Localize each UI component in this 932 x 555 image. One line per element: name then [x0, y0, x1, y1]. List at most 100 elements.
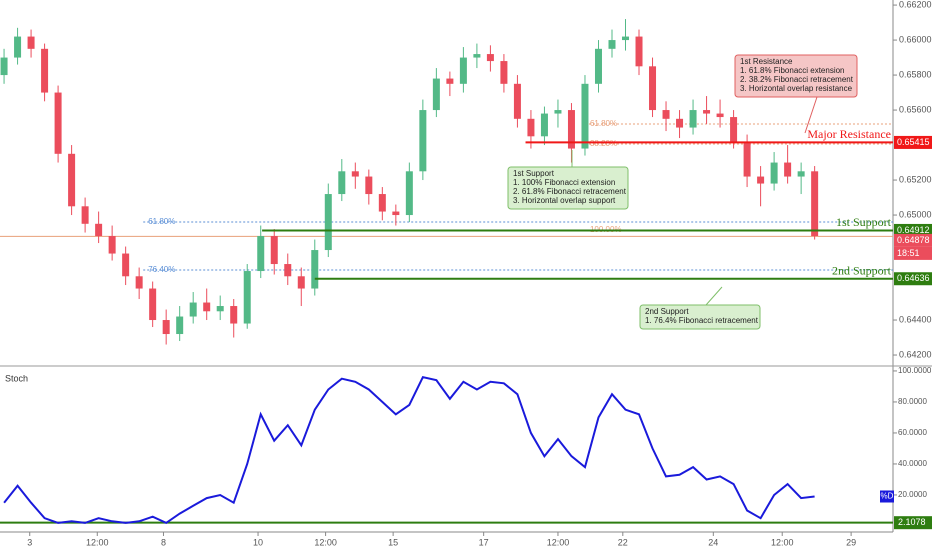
current-price-label: 0.64878 — [897, 235, 930, 245]
current-time-label: 18:51 — [897, 248, 920, 258]
candle-body — [189, 302, 197, 317]
callout-pointer — [705, 286, 723, 306]
candle-body — [486, 54, 494, 62]
candle-body — [594, 48, 602, 84]
candle-body — [203, 302, 211, 312]
candle-body — [122, 253, 130, 277]
candle-body — [81, 206, 89, 224]
y-tick-label: 0.65200 — [899, 174, 932, 184]
candle-body — [405, 171, 413, 216]
candle-body — [554, 110, 562, 114]
x-tick-label: 17 — [479, 537, 489, 547]
y-tick-label: 0.66000 — [899, 34, 932, 44]
callout-text: 3. Horizontal overlap support — [513, 196, 616, 205]
candle-body — [0, 57, 8, 76]
level-name: Major Resistance — [807, 127, 891, 141]
x-tick-label: 8 — [161, 537, 166, 547]
level-price-label: 0.64636 — [897, 273, 930, 283]
candle-body — [378, 194, 386, 212]
candle-body — [365, 176, 373, 195]
level-label: 2.1078 — [898, 517, 926, 527]
candle-body — [770, 162, 778, 184]
callout-text: 1. 100% Fibonacci extension — [513, 178, 615, 187]
level-name: 2nd Support — [832, 263, 892, 277]
candle-body — [649, 66, 657, 111]
y-tick-label: 60.0000 — [898, 428, 927, 437]
current-price-label-box — [894, 233, 932, 247]
candle-body — [446, 78, 454, 84]
y-tick-label: 20.0000 — [898, 490, 927, 499]
y-tick-label: 0.64200 — [899, 349, 932, 359]
level-price-label-box — [894, 223, 932, 237]
callout-text: 1st Support — [513, 169, 555, 178]
x-tick-label: 10 — [253, 537, 263, 547]
candle-body — [41, 48, 49, 93]
candle-body — [635, 36, 643, 67]
candle-body — [703, 110, 711, 114]
x-tick-label: 29 — [846, 537, 856, 547]
current-time-label-box — [894, 246, 932, 260]
candle-body — [432, 78, 440, 111]
candle-body — [270, 236, 278, 265]
x-tick-label: 15 — [388, 537, 398, 547]
candle-body — [662, 110, 670, 119]
indicator-title: Stoch — [5, 373, 28, 383]
legend-box — [880, 490, 894, 503]
fib-label: 61.80% — [590, 119, 617, 128]
fib-label: 38.20% — [590, 139, 617, 148]
candle-body — [14, 36, 22, 58]
candle-body — [419, 110, 427, 172]
level-price-label-box — [894, 272, 932, 286]
y-tick-label: 0.66200 — [899, 0, 932, 9]
candle-body — [108, 236, 116, 254]
x-tick-label: 24 — [708, 537, 718, 547]
y-tick-label: 40.0000 — [898, 459, 927, 468]
callout-text: 1. 76.4% Fibonacci retracement — [645, 316, 759, 325]
candle-body — [500, 61, 508, 84]
callout-text: 2. 61.8% Fibonacci retracement — [513, 187, 627, 196]
candle-body — [743, 141, 751, 177]
x-tick-label: 12:00 — [547, 537, 570, 547]
candle-body — [567, 110, 575, 149]
callout-box — [734, 54, 858, 98]
candle-body — [95, 223, 103, 237]
callout-box — [639, 304, 761, 330]
candle-body — [243, 271, 251, 324]
callout-text: 1. 61.8% Fibonacci extension — [740, 66, 845, 75]
candle-body — [540, 113, 548, 137]
candle-body — [608, 40, 616, 49]
y-tick-label: 0.65800 — [899, 69, 932, 79]
fib-label: 76.40% — [148, 265, 175, 274]
y-tick-label: 0.64400 — [899, 314, 932, 324]
candle-body — [149, 288, 157, 321]
candle-body — [473, 54, 481, 58]
stoch-line — [3, 375, 815, 525]
callout-text: 1st Resistance — [740, 57, 793, 66]
x-tick-label: 12:00 — [314, 537, 337, 547]
candle-body — [622, 36, 630, 41]
candle-body — [527, 118, 535, 137]
candle-body — [392, 211, 400, 216]
candle-body — [784, 162, 792, 177]
callout-box — [507, 166, 629, 210]
level-price-label-box — [894, 135, 932, 149]
candle-body — [176, 316, 184, 335]
y-tick-label: 0.65000 — [899, 209, 932, 219]
candle-body — [297, 276, 305, 289]
candle-body — [68, 153, 76, 207]
candle-body — [216, 306, 224, 312]
candle-body — [27, 36, 35, 49]
candle-body — [730, 117, 738, 142]
candle-body — [459, 57, 467, 84]
candle-body — [338, 171, 346, 195]
x-tick-label: 12:00 — [86, 537, 109, 547]
level-label-box — [894, 516, 932, 530]
x-tick-label: 3 — [27, 537, 32, 547]
y-tick-label: 80.0000 — [898, 397, 927, 406]
level-name: 1st Support — [836, 215, 892, 229]
candle-body — [311, 250, 319, 289]
legend-name: %D — [881, 492, 894, 501]
candle-body — [351, 171, 359, 177]
candle-body — [676, 118, 684, 128]
x-tick-label: 12:00 — [771, 537, 794, 547]
